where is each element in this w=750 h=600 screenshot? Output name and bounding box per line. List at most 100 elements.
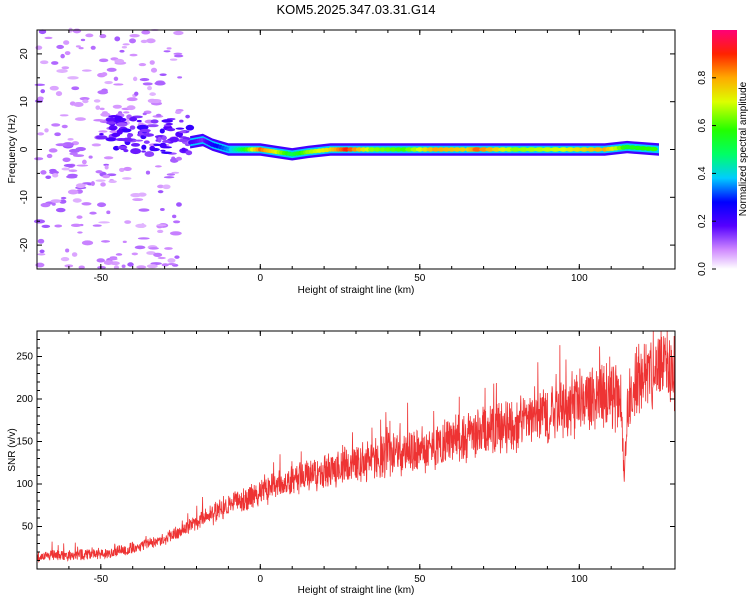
- noise-blob: [157, 184, 165, 189]
- colorbar-tick-label: 0.0: [697, 262, 708, 276]
- noise-blob: [122, 43, 130, 46]
- noise-blob: [37, 253, 46, 256]
- noise-blob: [68, 169, 78, 173]
- noise-blob: [56, 69, 68, 73]
- noise-blob: [95, 179, 106, 182]
- colorbar-ticks: 0.0 0.2 0.4 0.6 0.8: [697, 70, 716, 276]
- noise-blob: [99, 107, 105, 111]
- noise-blob: [164, 247, 173, 250]
- noise-blob: [134, 245, 146, 250]
- noise-blob: [155, 113, 162, 117]
- noise-blob: [106, 67, 117, 72]
- noise-blob: [166, 128, 176, 132]
- noise-blob: [141, 30, 151, 35]
- noise-blob: [166, 47, 172, 50]
- noise-blob: [171, 171, 180, 174]
- noise-blob: [175, 131, 184, 138]
- noise-blob: [162, 184, 171, 190]
- noise-blob: [172, 214, 177, 219]
- noise-blob: [37, 238, 45, 244]
- noise-blob: [100, 112, 111, 117]
- noise-blob: [165, 122, 174, 126]
- spectrogram-panel: -50 0 50 100 -20 -10 0 10 20 Height of straight…: [7, 27, 676, 296]
- noise-blob: [119, 167, 125, 172]
- noise-blob: [65, 248, 70, 253]
- noise-blob: [146, 264, 158, 269]
- noise-blob: [59, 114, 69, 117]
- noise-blob: [159, 73, 167, 76]
- noise-blob: [77, 231, 83, 234]
- noise-blob: [185, 150, 193, 156]
- noise-blob: [63, 163, 76, 168]
- noise-blob: [51, 202, 56, 206]
- snr-series-line: [36, 330, 676, 563]
- noise-blob: [39, 249, 45, 254]
- noise-blob: [161, 263, 169, 267]
- noise-blob: [93, 99, 101, 103]
- colorbar-tick-label: 0.8: [697, 70, 708, 84]
- snr-background: [37, 331, 675, 569]
- noise-blob: [106, 121, 117, 125]
- noise-blob: [35, 262, 45, 268]
- noise-blob: [119, 49, 125, 53]
- ridge-cell: [478, 147, 489, 152]
- noise-blob: [135, 223, 147, 228]
- noise-blob: [160, 146, 172, 149]
- noise-blob: [62, 157, 71, 163]
- noise-blob: [122, 177, 132, 180]
- y-tick-label: 200: [16, 394, 33, 405]
- noise-blob: [93, 118, 105, 122]
- colorbar-tick-label: 0.6: [697, 118, 708, 132]
- noise-blob: [46, 153, 53, 159]
- ridge-cell: [592, 147, 603, 152]
- noise-blob: [161, 119, 174, 123]
- ridge-cell: [525, 147, 538, 152]
- snr-y-axis-label: SNR (v/v): [7, 428, 18, 471]
- noise-blob: [150, 119, 159, 124]
- noise-blob: [144, 151, 155, 158]
- noise-blob: [55, 91, 63, 97]
- noise-blob: [157, 256, 166, 260]
- noise-blob: [143, 140, 150, 144]
- noise-blob: [142, 112, 147, 116]
- noise-blob: [157, 190, 164, 194]
- noise-blob: [176, 202, 182, 207]
- noise-blob: [60, 257, 70, 262]
- noise-blob: [108, 180, 117, 184]
- noise-blob: [123, 166, 132, 171]
- noise-blob: [126, 105, 136, 111]
- noise-blob: [130, 192, 142, 198]
- noise-blob: [173, 52, 183, 56]
- noise-blob: [97, 90, 109, 95]
- noise-blob: [37, 132, 45, 136]
- noise-blob: [136, 124, 149, 131]
- x-tick-label: -50: [94, 574, 109, 585]
- noise-blob: [81, 240, 94, 246]
- noise-blob: [66, 175, 78, 179]
- noise-blob: [88, 155, 93, 159]
- y-tick-label: -20: [19, 237, 30, 252]
- noise-blob: [123, 111, 130, 114]
- noise-blob: [130, 142, 141, 147]
- ridge-cell: [649, 146, 658, 152]
- noise-blob: [40, 89, 46, 94]
- noise-blob: [124, 220, 132, 224]
- noise-blob: [149, 147, 160, 152]
- ridge-cell: [458, 147, 467, 152]
- noise-blob: [129, 53, 138, 57]
- ridge-cell: [579, 147, 590, 152]
- noise-blob: [160, 149, 166, 152]
- noise-blob: [122, 137, 134, 142]
- noise-blob: [41, 224, 51, 229]
- noise-blob: [92, 224, 102, 227]
- noise-blob: [142, 82, 153, 86]
- noise-blob: [99, 132, 104, 136]
- noise-blob: [147, 98, 157, 103]
- noise-blob: [81, 69, 92, 72]
- noise-blob: [105, 137, 117, 142]
- noise-blob: [116, 129, 123, 135]
- noise-blob: [44, 128, 49, 133]
- noise-blob: [137, 237, 150, 240]
- noise-blob: [76, 164, 89, 167]
- noise-blob: [54, 132, 61, 137]
